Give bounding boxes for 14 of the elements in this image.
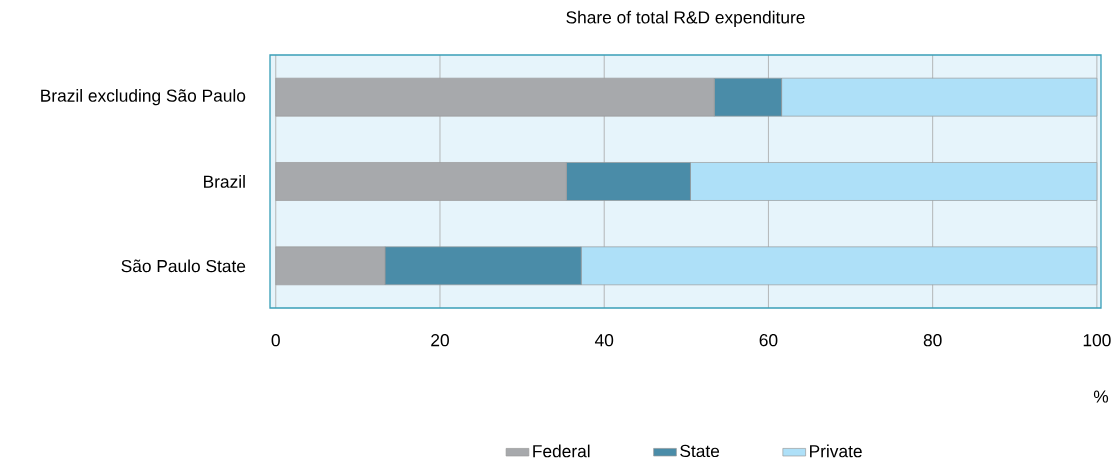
y-tick-label: São Paulo State bbox=[121, 259, 246, 273]
legend-label: Private bbox=[810, 444, 862, 458]
x-tick-label: 0 bbox=[271, 334, 280, 347]
x-tick-label: 80 bbox=[923, 334, 942, 347]
y-tick-label: Brazil bbox=[204, 175, 245, 188]
chart-title: Share of total R&D expenditure bbox=[566, 10, 805, 27]
x-axis-title: % bbox=[1093, 390, 1109, 403]
x-tick-label: 40 bbox=[594, 334, 614, 347]
legend-label: Federal bbox=[533, 444, 590, 458]
y-tick-label: Brazil excluding São Paulo bbox=[41, 89, 246, 106]
x-tick-label: 100 bbox=[1083, 334, 1111, 347]
x-tick-label: 60 bbox=[759, 334, 778, 347]
legend-label: State bbox=[680, 444, 720, 458]
x-tick-label: 20 bbox=[431, 334, 449, 347]
